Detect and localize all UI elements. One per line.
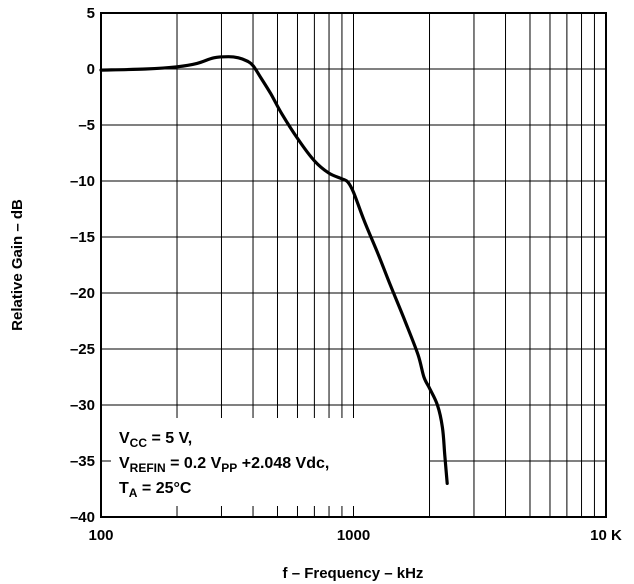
y-tick-label: 0 [87,61,95,78]
annotation-ta: TA = 25°C [119,480,192,500]
y-tick-label: –40 [70,509,95,526]
x-tick-label: 10 K [590,527,622,544]
y-tick-label: –25 [70,341,95,358]
x-tick-label: 100 [88,527,113,544]
y-tick-label: –30 [70,397,95,414]
annotation-background [111,418,429,506]
y-tick-label: 5 [87,5,95,22]
y-tick-label: –10 [70,173,95,190]
annotation-vcc: VCC = 5 V, [119,430,192,450]
plot-frame [100,12,607,518]
y-tick-label: –20 [70,285,95,302]
annotation-vrefin: VREFIN = 0.2 VPP +2.048 Vdc, [119,455,329,475]
y-tick-label: –15 [70,229,95,246]
conditions-annotation: VCC = 5 V, VREFIN = 0.2 VPP +2.048 Vdc, … [111,418,429,506]
x-axis-label: f – Frequency – kHz [283,565,424,582]
x-tick-label: 1000 [337,527,370,544]
y-tick-label: –5 [78,117,95,134]
y-axis-label: Relative Gain – dB [9,199,26,331]
gain-curve [99,55,449,485]
grid [101,13,606,517]
y-tick-label: –35 [70,453,95,470]
